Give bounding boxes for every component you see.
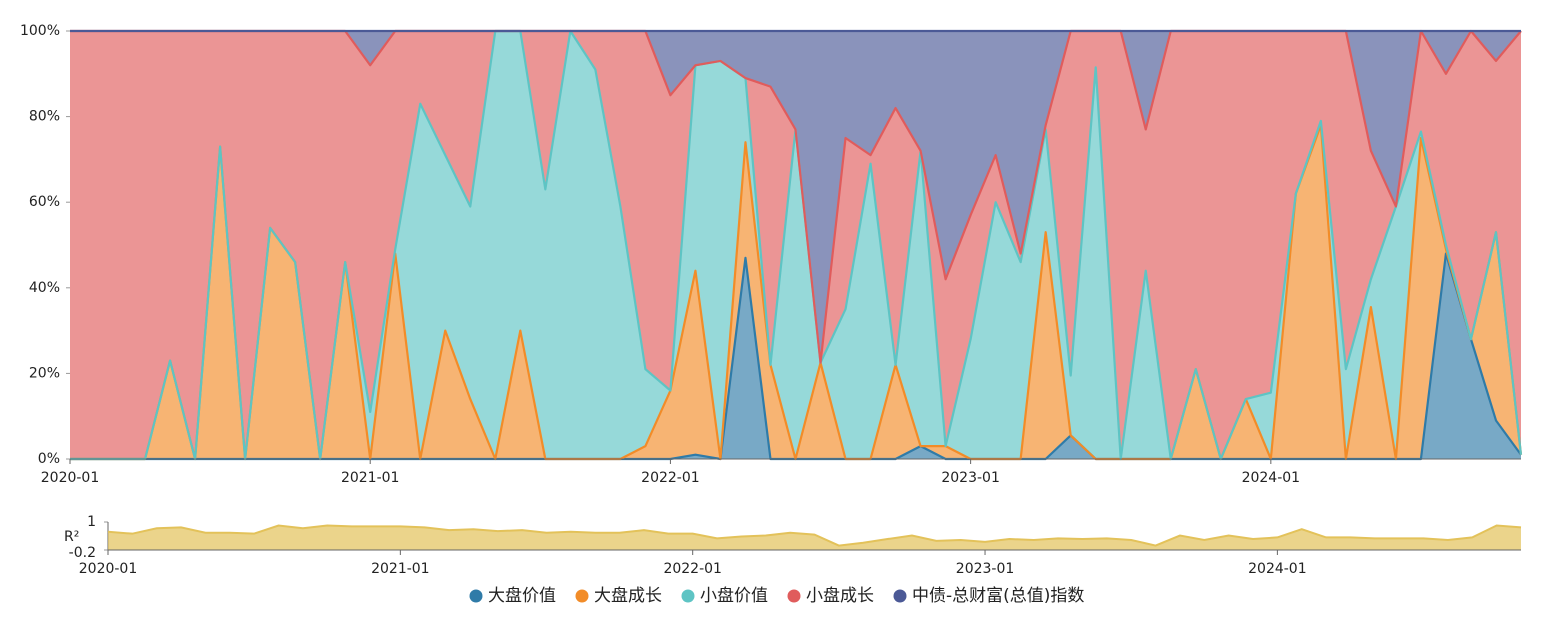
area (108, 525, 1521, 550)
y-tick-label: 40% (29, 280, 60, 296)
x-tick-label: 2021-01 (371, 561, 430, 577)
y-tick-label: 1 (87, 514, 96, 530)
x-tick-label: 2020-01 (79, 561, 138, 577)
legend-marker (681, 589, 695, 603)
legend-label: 大盘成长 (594, 586, 662, 606)
y-axis-label: R² (64, 529, 79, 545)
legend-label: 小盘成长 (806, 586, 874, 606)
y-tick-label: 20% (29, 365, 60, 381)
x-tick-label: 2022-01 (663, 561, 722, 577)
area-series (70, 125, 1521, 459)
area-series (70, 31, 1521, 459)
x-tick-label: 2024-01 (1242, 470, 1301, 486)
legend-marker (893, 589, 907, 603)
area-edge (107, 524, 1522, 547)
area-series (70, 31, 1521, 459)
x-tick-label: 2022-01 (641, 470, 700, 486)
legend-label: 中债-总财富(总值)指数 (912, 586, 1084, 606)
legend-marker (787, 589, 801, 603)
y-tick-label: 0% (38, 451, 60, 467)
x-tick-label: 2023-01 (941, 470, 1000, 486)
y-tick-label: 100% (20, 23, 60, 39)
legend-marker (575, 589, 589, 603)
area-series (70, 31, 1521, 363)
legend-label: 小盘价值 (700, 586, 768, 606)
x-tick-label: 2024-01 (1248, 561, 1307, 577)
y-tick-label: 60% (29, 194, 60, 210)
legend-label: 大盘价值 (488, 586, 556, 606)
y-tick-label: -0.2 (69, 545, 96, 561)
x-tick-label: 2020-01 (41, 470, 100, 486)
y-tick-label: 80% (29, 109, 60, 125)
x-tick-label: 2021-01 (341, 470, 400, 486)
x-tick-label: 2023-01 (956, 561, 1015, 577)
legend-marker (469, 589, 483, 603)
